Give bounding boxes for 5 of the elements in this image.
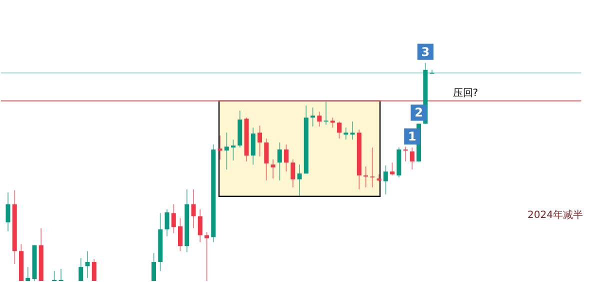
annotation: 3 <box>421 44 430 59</box>
ref-line-label: 压回? <box>452 88 478 99</box>
annotation: 2 <box>414 106 423 120</box>
text: 2024年减半 <box>528 208 583 221</box>
annotation: 1 <box>408 129 416 144</box>
